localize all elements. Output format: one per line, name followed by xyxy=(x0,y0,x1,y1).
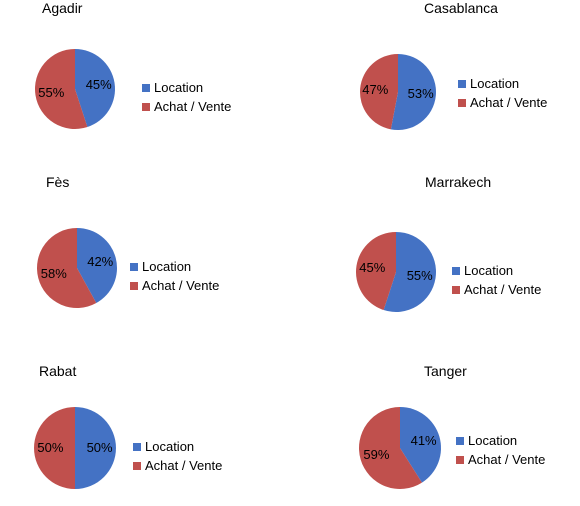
legend-casablanca: Location Achat / Vente xyxy=(458,74,547,112)
legend-swatch xyxy=(142,83,150,92)
legend-swatch xyxy=(130,281,138,290)
slice-label-achat-vente-tanger: 59% xyxy=(363,447,389,462)
legend-swatch xyxy=(452,266,460,275)
slice-location-agadir xyxy=(75,49,115,128)
chart-title-rabat: Rabat xyxy=(39,363,77,379)
legend-agadir: Location Achat / Vente xyxy=(142,78,231,116)
pie-chart-fes: 42% 58% xyxy=(36,228,118,308)
pie-chart-marrakech: 55% 45% xyxy=(356,232,436,312)
slice-achat-vente-rabat xyxy=(34,407,75,489)
slice-location-fes xyxy=(77,228,118,304)
slice-achat-vente-tanger xyxy=(359,407,422,489)
legend-item-location: Location xyxy=(456,431,545,450)
legend-swatch xyxy=(458,98,466,107)
slice-achat-vente-fes xyxy=(36,228,97,308)
legend-item-achat-vente: Achat / Vente xyxy=(456,450,545,469)
legend-label: Location xyxy=(464,263,514,278)
legend-label: Achat / Vente xyxy=(145,458,223,473)
slice-label-achat-vente-agadir: 55% xyxy=(38,85,64,100)
legend-swatch xyxy=(452,285,460,294)
chart-title-fes: Fès xyxy=(46,174,70,190)
legend-item-achat-vente: Achat / Vente xyxy=(142,97,231,116)
legend-tanger: Location Achat / Vente xyxy=(456,431,545,469)
legend-item-location: Location xyxy=(452,261,541,280)
legend-label: Location xyxy=(470,76,520,91)
legend-item-location: Location xyxy=(142,78,231,97)
slice-label-location-marrakech: 55% xyxy=(407,268,433,283)
pie-chart-agadir: 45% 55% xyxy=(35,49,115,129)
pie-chart-rabat: 50% 50% xyxy=(34,407,116,489)
legend-item-achat-vente: Achat / Vente xyxy=(133,456,222,475)
legend-swatch xyxy=(458,79,466,88)
legend-fes: Location Achat / Vente xyxy=(130,257,219,295)
legend-swatch xyxy=(130,262,138,271)
legend-item-location: Location xyxy=(133,437,222,456)
legend-swatch xyxy=(456,455,464,464)
pie-chart-casablanca: 53% 47% xyxy=(360,54,436,130)
slice-label-location-rabat: 50% xyxy=(87,440,113,455)
chart-title-tanger: Tanger xyxy=(424,363,467,379)
legend-item-achat-vente: Achat / Vente xyxy=(130,276,219,295)
slice-location-tanger xyxy=(400,407,441,483)
slice-label-achat-vente-fes: 58% xyxy=(41,266,67,281)
slice-location-rabat xyxy=(75,407,116,489)
legend-item-achat-vente: Achat / Vente xyxy=(452,280,541,299)
legend-swatch xyxy=(456,436,464,445)
legend-label: Achat / Vente xyxy=(464,282,542,297)
slice-location-casablanca xyxy=(390,54,436,130)
chart-title-agadir: Agadir xyxy=(42,0,83,16)
legend-swatch xyxy=(142,102,150,111)
slice-label-location-tanger: 41% xyxy=(411,433,437,448)
legend-label: Location xyxy=(154,80,204,95)
legend-item-location: Location xyxy=(458,74,547,93)
legend-swatch xyxy=(133,461,141,470)
legend-label: Achat / Vente xyxy=(142,278,220,293)
pie-chart-tanger: 41% 59% xyxy=(359,407,441,489)
chart-title-casablanca: Casablanca xyxy=(424,0,498,16)
slice-label-achat-vente-casablanca: 47% xyxy=(362,82,388,97)
legend-label: Achat / Vente xyxy=(468,452,546,467)
legend-label: Location xyxy=(142,259,192,274)
slice-label-location-casablanca: 53% xyxy=(408,86,434,101)
legend-label: Location xyxy=(468,433,518,448)
legend-item-achat-vente: Achat / Vente xyxy=(458,93,547,112)
legend-marrakech: Location Achat / Vente xyxy=(452,261,541,299)
legend-swatch xyxy=(133,442,141,451)
slice-label-location-agadir: 45% xyxy=(86,77,112,92)
legend-label: Achat / Vente xyxy=(470,95,548,110)
slice-label-achat-vente-marrakech: 45% xyxy=(359,260,385,275)
chart-title-marrakech: Marrakech xyxy=(425,174,492,190)
slice-label-location-fes: 42% xyxy=(87,254,113,269)
slice-achat-vente-casablanca xyxy=(360,54,398,130)
legend-rabat: Location Achat / Vente xyxy=(133,437,222,475)
legend-item-location: Location xyxy=(130,257,219,276)
slice-achat-vente-marrakech xyxy=(356,232,396,311)
slice-achat-vente-agadir xyxy=(35,49,88,129)
slice-label-achat-vente-rabat: 50% xyxy=(37,440,63,455)
legend-label: Achat / Vente xyxy=(154,99,232,114)
slice-location-marrakech xyxy=(383,232,436,312)
legend-label: Location xyxy=(145,439,195,454)
